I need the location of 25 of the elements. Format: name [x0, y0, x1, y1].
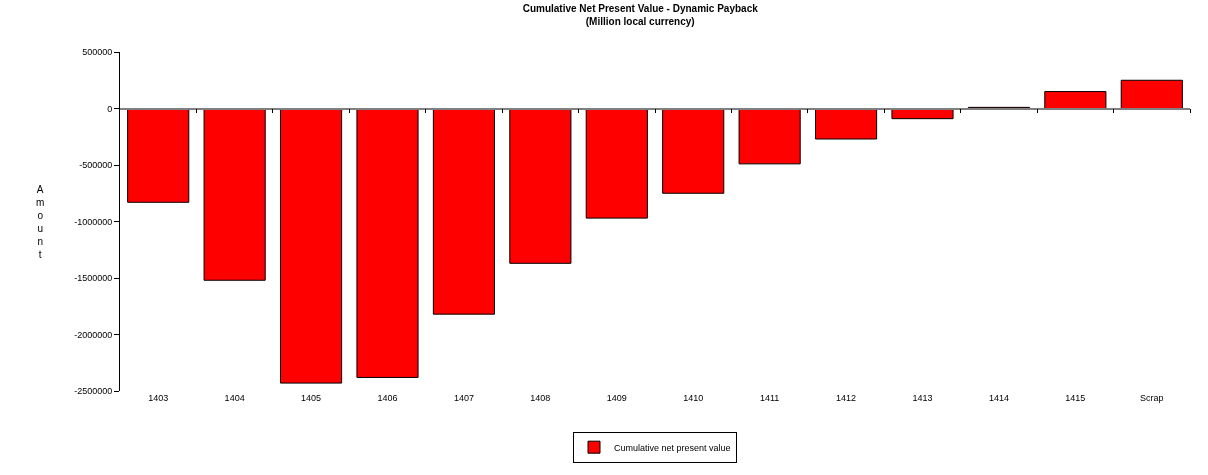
x-tick-label: 1408	[530, 393, 551, 403]
chart-subtitle: (Million local currency)	[585, 15, 695, 27]
x-tick-label: 1407	[453, 393, 474, 403]
y-tick-label: -2000000	[74, 329, 113, 340]
x-tick-label: 1411	[759, 393, 780, 403]
x-tick-label: 1405	[301, 393, 322, 403]
x-tick-label: 1403	[148, 393, 169, 403]
x-tick-label: Scrap	[1140, 393, 1164, 403]
y-tick-label: -1500000	[74, 273, 113, 284]
y-axis-title: Amount	[36, 184, 45, 260]
x-tick-label: 1415	[1065, 393, 1086, 403]
x-tick-label: 1413	[912, 393, 933, 403]
y-tick-label: 500000	[82, 47, 113, 58]
chart-title: Cumulative Net Present Value - Dynamic Payback	[522, 2, 759, 14]
x-tick-label: 1414	[988, 393, 1009, 403]
y-tick-label: 0	[107, 103, 113, 114]
y-tick-label: -1000000	[74, 216, 113, 227]
x-tick-label: 1410	[683, 393, 704, 403]
legend-label: Cumulative net present value	[614, 442, 731, 453]
y-tick-label: -2500000	[74, 386, 113, 397]
y-tick-label: -500000	[79, 160, 113, 171]
x-tick-label: 1412	[836, 393, 857, 403]
x-tick-label: 1409	[606, 393, 627, 403]
x-tick-label: 1404	[224, 393, 245, 403]
x-tick-label: 1406	[377, 393, 398, 403]
